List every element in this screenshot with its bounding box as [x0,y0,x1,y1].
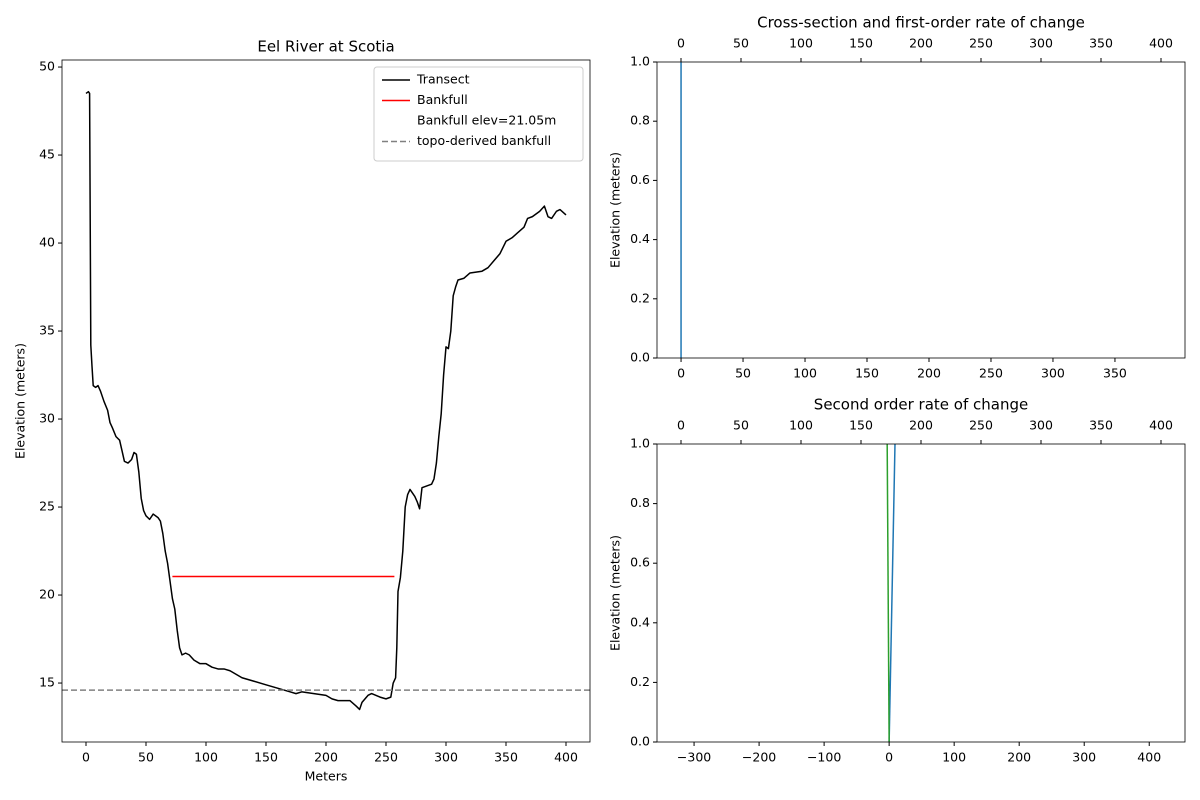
x2-tick-label: 350 [1089,36,1113,51]
x-tick-label: 200 [314,750,338,765]
y-tick-label: 50 [39,59,55,74]
y-axis-label: Elevation (meters) [13,343,28,459]
x2-tick-label: 250 [969,36,993,51]
axes-frame [61,59,591,743]
x-tick-label: 200 [917,366,941,381]
x-tick-label: 100 [793,366,817,381]
chart-title: Cross-section and first-order rate of ch… [757,14,1085,32]
x2-tick-label: 300 [1029,418,1053,433]
y-tick-label: 0.2 [630,674,650,689]
plot-area [886,444,896,742]
x-tick-label: 0 [885,750,893,765]
x2-tick-label: 150 [849,36,873,51]
x2-tick-label: 50 [733,36,749,51]
legend: Transect Bankfull Bankfull elev=21.05m topo… [373,66,584,162]
y-tick-label: 30 [39,411,55,426]
y-tick-label: 1.0 [630,54,650,69]
x2-tick-label: 100 [789,418,813,433]
x-tick-label: 400 [554,750,578,765]
line [886,444,890,742]
subplot: 0 50 100 150 200 250 300 350 400 15 20 25 30 35 40 45 50… [13,38,591,784]
y-tick-label: 0.0 [630,734,650,749]
y-tick-label: 0.0 [630,350,650,365]
legend-label: Transect [416,72,470,87]
x2-tick-label: 400 [1149,36,1173,51]
legend-label: Bankfull elev=21.05m [417,113,556,128]
x-tick-label: 250 [979,366,1003,381]
x-tick-label: 300 [434,750,458,765]
x-tick-label: 50 [138,750,154,765]
y-tick-label: 0.2 [630,290,650,305]
y-tick-label: 25 [39,499,55,514]
chart-title: Eel River at Scotia [257,38,394,56]
x-tick-label: 100 [942,750,966,765]
legend-label: topo-derived bankfull [417,133,551,148]
x-tick-label: 350 [1103,366,1127,381]
x2-tick-label: 350 [1089,418,1113,433]
x2-tick-label: 400 [1149,418,1173,433]
legend-box [373,66,584,162]
y-tick-label: 20 [39,587,55,602]
x-tick-label: 400 [1137,750,1161,765]
y-tick-label: 40 [39,235,55,250]
x-axis-label: Meters [305,769,348,784]
x-tick-label: 100 [194,750,218,765]
chart-title: Second order rate of change [814,396,1028,414]
x-tick-label: 200 [1007,750,1031,765]
x-tick-label: 300 [1041,366,1065,381]
x-tick-label: 0 [677,366,685,381]
x-tick-label: 350 [494,750,518,765]
y-tick-label: 0.8 [630,113,650,128]
x-tick-label: 250 [374,750,398,765]
x2-tick-label: 100 [789,36,813,51]
line [888,444,896,742]
plot-area [62,90,590,711]
x-tick-label: 300 [1072,750,1096,765]
line [85,90,567,711]
legend-label: Bankfull [417,92,468,107]
y-tick-label: 15 [39,675,55,690]
subplot: −300 −200 −100 0 100 200 300 400 0 50 100 150 200 250… [608,396,1186,765]
y-tick-label: 0.8 [630,495,650,510]
x2-tick-label: 50 [733,418,749,433]
x2-tick-label: 200 [909,36,933,51]
x-tick-label: 150 [855,366,879,381]
y-axis-label: Elevation (meters) [608,535,623,651]
subplot: 0 50 100 150 200 250 300 350 0 50 100 150 200 250 300 3… [608,14,1186,381]
y-tick-label: 0.6 [630,555,650,570]
y-tick-label: 0.4 [630,614,650,629]
y-tick-label: 0.4 [630,231,650,246]
y-axis-label: Elevation (meters) [608,152,623,268]
y-tick-label: 35 [39,323,55,338]
x2-tick-label: 300 [1029,36,1053,51]
x2-tick-label: 250 [969,418,993,433]
y-tick-label: 1.0 [630,436,650,451]
x-tick-label: −200 [742,750,776,765]
x2-tick-label: 150 [849,418,873,433]
x-tick-label: −300 [677,750,711,765]
y-tick-label: 0.6 [630,172,650,187]
x2-tick-label: 200 [909,418,933,433]
x-tick-label: 150 [254,750,278,765]
x-tick-label: 50 [735,366,751,381]
axes-frame [656,61,1186,359]
x2-tick-label: 0 [677,418,685,433]
y-tick-label: 45 [39,147,55,162]
x-tick-label: 0 [82,750,90,765]
axes-frame [656,443,1186,743]
x-tick-label: −100 [807,750,841,765]
x2-tick-label: 0 [677,36,685,51]
